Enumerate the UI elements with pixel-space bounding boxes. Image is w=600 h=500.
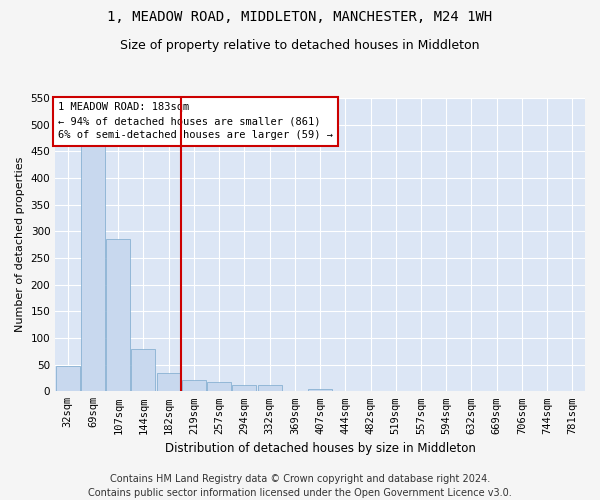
Text: Size of property relative to detached houses in Middleton: Size of property relative to detached ho… [120, 39, 480, 52]
Text: Contains HM Land Registry data © Crown copyright and database right 2024.
Contai: Contains HM Land Registry data © Crown c… [88, 474, 512, 498]
Bar [81, 146, 105, 392]
X-axis label: Distribution of detached houses by size in Middleton: Distribution of detached houses by size … [164, 442, 476, 455]
Bar [131, 348, 155, 392]
Text: 1 MEADOW ROAD: 183sqm
← 94% of detached houses are smaller (861)
6% of semi-deta: 1 MEADOW ROAD: 183sqm ← 94% of detached … [58, 102, 333, 141]
Bar [157, 372, 181, 392]
Text: 1, MEADOW ROAD, MIDDLETON, MANCHESTER, M24 1WH: 1, MEADOW ROAD, MIDDLETON, MANCHESTER, M… [107, 10, 493, 24]
Bar [182, 380, 206, 392]
Bar [308, 388, 332, 392]
Bar [232, 386, 256, 392]
Bar [106, 240, 130, 392]
Bar [257, 386, 281, 392]
Bar [207, 382, 231, 392]
Bar [56, 366, 80, 392]
Title: Size of property relative to detached houses in Middleton: Size of property relative to detached ho… [0, 499, 1, 500]
Y-axis label: Number of detached properties: Number of detached properties [15, 157, 25, 332]
